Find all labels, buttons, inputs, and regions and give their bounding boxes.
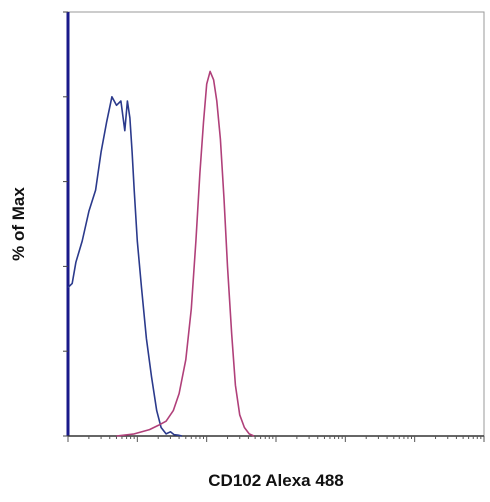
- histogram-series-1-line: [67, 96, 183, 437]
- histogram-series-2-line: [116, 70, 255, 437]
- x-axis-label: CD102 Alexa 488: [208, 471, 343, 490]
- x-axis-ticks: [67, 436, 485, 442]
- y-axis-ticks: [63, 11, 68, 437]
- y-axis-label: % of Max: [9, 187, 28, 261]
- series-layer: [67, 70, 255, 437]
